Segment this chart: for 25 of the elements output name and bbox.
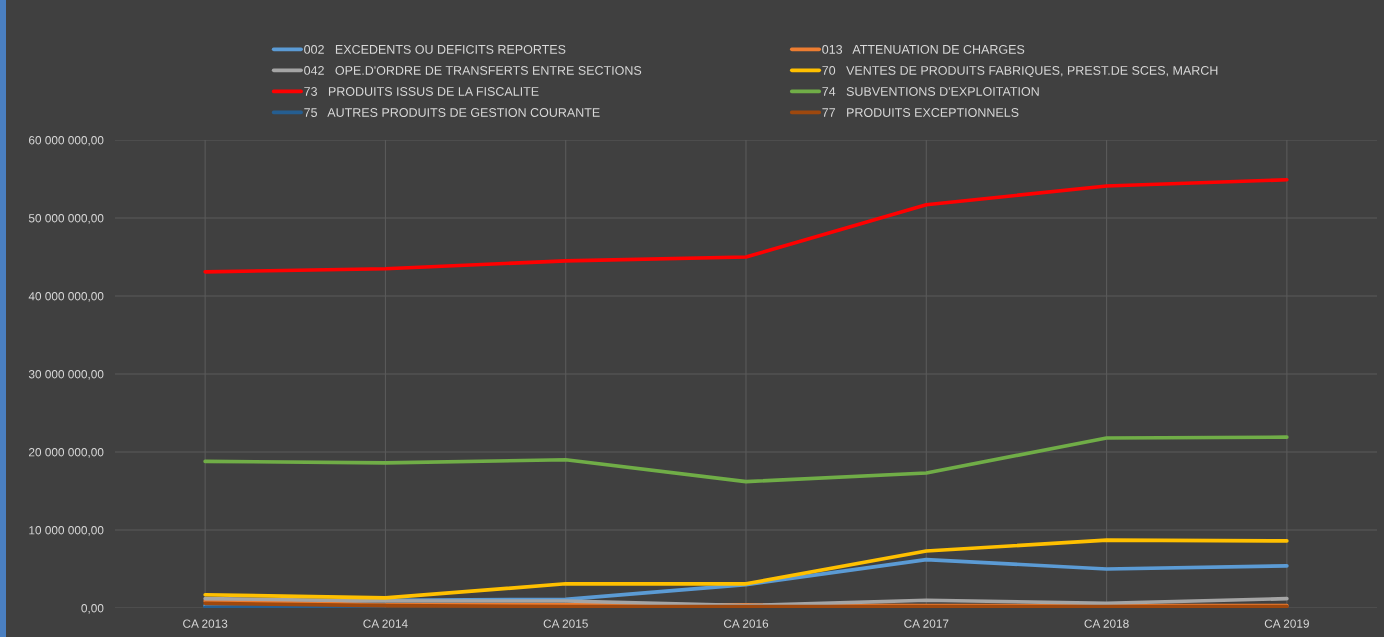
line-series [203, 538, 1289, 600]
x-tick-label: CA 2019 [1264, 619, 1309, 628]
legend-label: 73 PRODUITS ISSUS DE LA FISCALITE [304, 87, 539, 96]
y-tick-label: 30 000 000,00 [28, 370, 104, 380]
legend-label: 002 EXCEDENTS OU DEFICITS REPORTES [304, 44, 566, 54]
x-tick-label: CA 2017 [904, 619, 949, 628]
line-series [203, 435, 1289, 484]
y-tick-label: 10 000 000,00 [29, 526, 104, 536]
legend-label: 042 OPE.D'ORDRE DE TRANSFERTS ENTRE SECTIONS [304, 66, 642, 75]
x-tick-label: CA 2015 [543, 619, 588, 628]
x-tick-label: CA 2016 [723, 619, 769, 628]
legend-label: 013 ATTENUATION DE CHARGES [822, 44, 1025, 54]
legend-label: 77 PRODUITS EXCEPTIONNELS [822, 108, 1019, 117]
y-tick-label: 0,00 [81, 604, 104, 614]
legend-label: 70 VENTES DE PRODUITS FABRIQUES, PREST.DE SCES, MARCH [822, 66, 1218, 78]
y-tick-label: 50 000 000,00 [28, 214, 104, 224]
y-tick-label: 20 000 000,00 [28, 448, 104, 458]
legend-label: 74 SUBVENTIONS D'EXPLOITATION [822, 87, 1039, 96]
legend-label: 75 AUTRES PRODUITS DE GESTION COURANTE [304, 108, 600, 117]
x-tick-label: CA 2014 [363, 619, 408, 628]
x-tick-label: CA 2018 [1084, 619, 1129, 628]
y-tick-label: 60 000 000,00 [29, 136, 104, 146]
x-tick-label: CA 2013 [183, 619, 228, 628]
line-series [203, 177, 1289, 274]
y-tick-label: 40 000 000,00 [28, 292, 104, 302]
